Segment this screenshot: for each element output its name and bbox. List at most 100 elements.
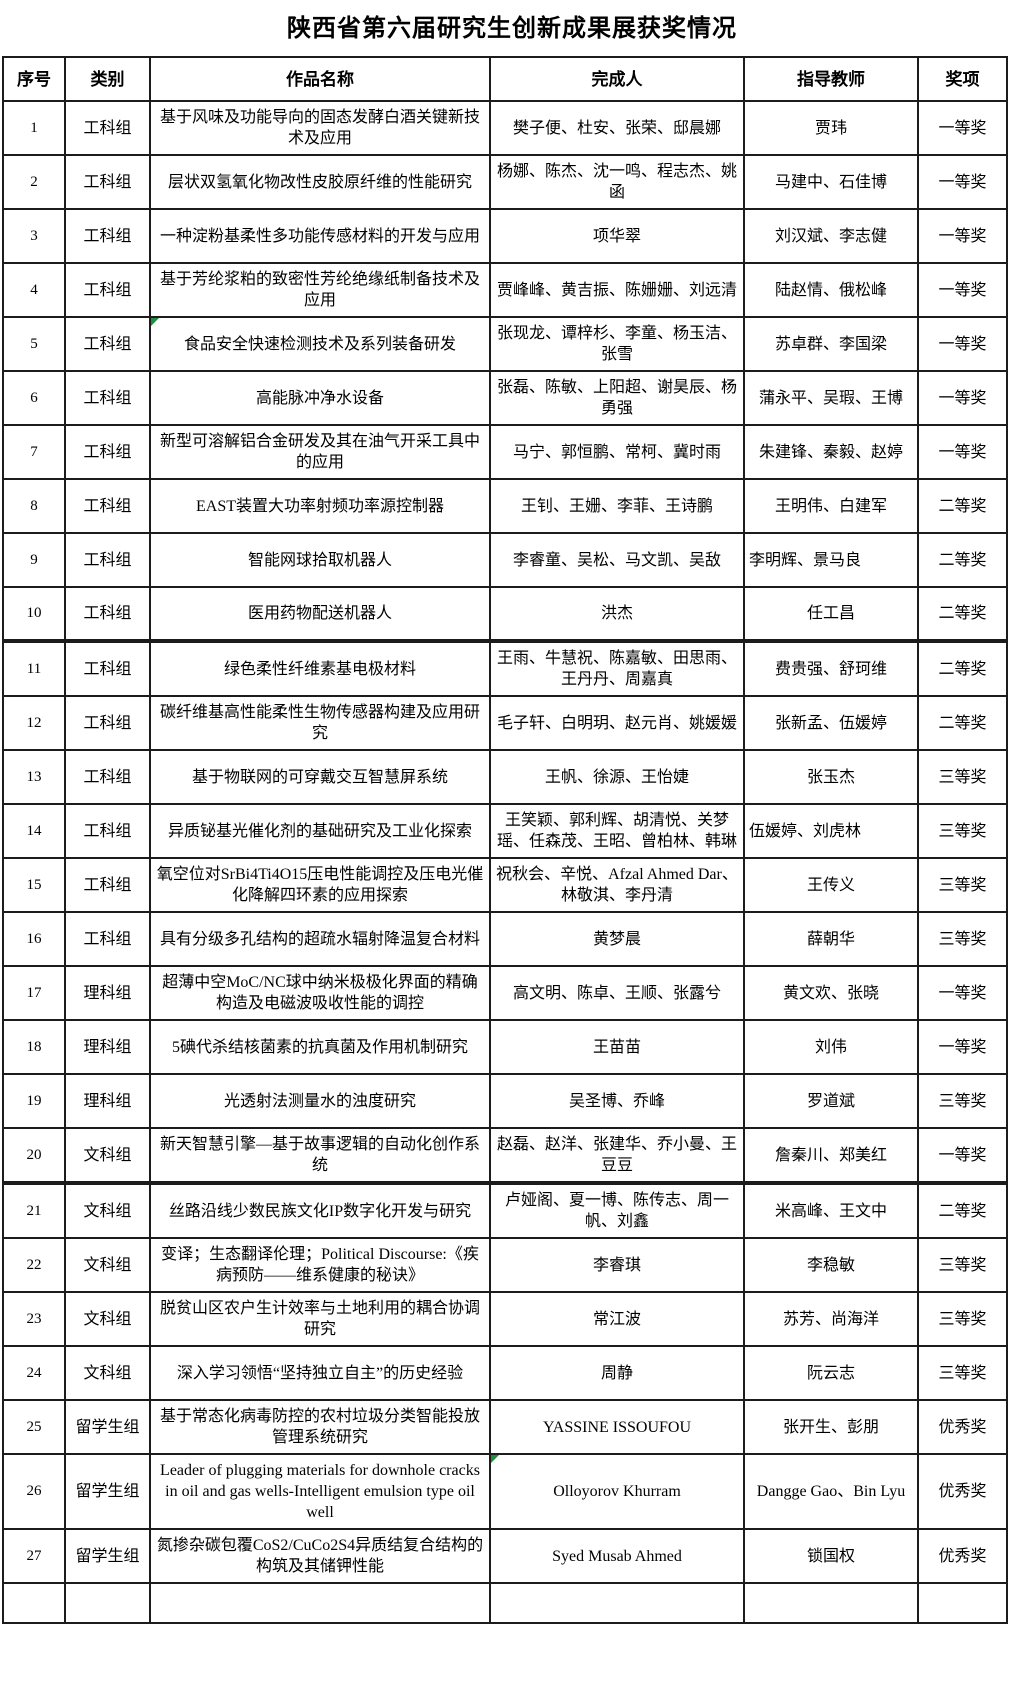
- cell-award: 一等奖: [917, 370, 1008, 426]
- cell-no: [2, 1582, 66, 1624]
- cell-award: 三等奖: [917, 1291, 1008, 1347]
- cell-work: 异质铋基光催化剂的基础研究及工业化探索: [149, 803, 491, 859]
- cell-advisors: 詹秦川、郑美红: [743, 1127, 919, 1184]
- cell-work: 超薄中空MoC/NC球中纳米极极化界面的精确构造及电磁波吸收性能的调控: [149, 965, 491, 1021]
- cell-advisors: 任工昌: [743, 586, 919, 642]
- page-title: 陕西省第六届研究生创新成果展获奖情况: [287, 16, 737, 42]
- cell-authors: 张磊、陈敏、上阳超、谢昊辰、杨勇强: [489, 370, 745, 426]
- cell-award: 二等奖: [917, 695, 1008, 751]
- cell-work: 碳纤维基高性能柔性生物传感器构建及应用研究: [149, 695, 491, 751]
- cell-category: 工科组: [64, 857, 151, 913]
- table-row: 16 工科组 具有分级多孔结构的超疏水辐射降温复合材料 黄梦晨 薛朝华 三等奖: [2, 911, 1008, 967]
- cell-work: 基于风味及功能导向的固态发酵白酒关键新技术及应用: [149, 100, 491, 156]
- cell-authors: Olloyorov Khurram: [489, 1453, 745, 1530]
- cell-category: [64, 1582, 151, 1624]
- cell-advisors: 贾玮: [743, 100, 919, 156]
- cell-advisors: 王明伟、白建军: [743, 478, 919, 534]
- cell-work: 高能脉冲净水设备: [149, 370, 491, 426]
- table-row: 4 工科组 基于芳纶浆粕的致密性芳纶绝缘纸制备技术及应用 贾峰峰、黄吉振、陈姗姗、刘远…: [2, 262, 1008, 318]
- table-row: 26 留学生组 Leader of plugging materials for d…: [2, 1453, 1008, 1530]
- header-cell-category: 类别: [64, 56, 151, 102]
- table-row: 18 理科组 5碘代杀结核菌素的抗真菌及作用机制研究 王苗苗 刘伟 一等奖: [2, 1019, 1008, 1075]
- cell-work: 5碘代杀结核菌素的抗真菌及作用机制研究: [149, 1019, 491, 1075]
- cell-work: Leader of plugging materials for downhol…: [149, 1453, 491, 1530]
- table-row: 5 工科组 食品安全快速检测技术及系列装备研发 张现龙、谭梓杉、李童、杨玉洁、张雪 苏卓…: [2, 316, 1008, 372]
- cell-advisors: 王传义: [743, 857, 919, 913]
- cell-advisors: Dangge Gao、Bin Lyu: [743, 1453, 919, 1530]
- table-row: 15 工科组 氧空位对SrBi4Ti4O15压电性能调控及压电光催化降解四环素的应用…: [2, 857, 1008, 913]
- cell-no: 15: [2, 857, 66, 913]
- cell-authors: 吴圣博、乔峰: [489, 1073, 745, 1129]
- cell-advisors: 李明辉、景马良: [743, 532, 919, 588]
- cell-advisors: 薛朝华: [743, 911, 919, 967]
- cell-award: 优秀奖: [917, 1399, 1008, 1455]
- table-row: 3 工科组 一种淀粉基柔性多功能传感材料的开发与应用 项华翠 刘汉斌、李志健 一等奖: [2, 208, 1008, 264]
- cell-work: [149, 1582, 491, 1624]
- cell-category: 文科组: [64, 1127, 151, 1184]
- cell-category: 工科组: [64, 532, 151, 588]
- cell-authors: 王雨、牛慧祝、陈嘉敏、田思雨、王丹丹、周嘉真: [489, 639, 745, 697]
- cell-award: 三等奖: [917, 857, 1008, 913]
- cell-category: 工科组: [64, 208, 151, 264]
- cell-advisors: 刘伟: [743, 1019, 919, 1075]
- table-row: 10 工科组 医用药物配送机器人 洪杰 任工昌 二等奖: [2, 586, 1008, 642]
- cell-category: 留学生组: [64, 1399, 151, 1455]
- cell-authors: 樊子便、杜安、张荣、邸晨娜: [489, 100, 745, 156]
- cell-advisors: [743, 1582, 919, 1624]
- table-row: 23 文科组 脱贫山区农户生计效率与土地利用的耦合协调研究 常江波 苏芳、尚海洋 三等奖: [2, 1291, 1008, 1347]
- cell-no: 26: [2, 1453, 66, 1530]
- cell-advisors: 张玉杰: [743, 749, 919, 805]
- cell-work: 食品安全快速检测技术及系列装备研发: [149, 316, 491, 372]
- cell-authors: 高文明、陈卓、王顺、张露兮: [489, 965, 745, 1021]
- cell-advisors: 费贵强、舒珂维: [743, 639, 919, 697]
- cell-no: 17: [2, 965, 66, 1021]
- cell-award: 三等奖: [917, 803, 1008, 859]
- cell-category: 工科组: [64, 586, 151, 642]
- cell-award: 二等奖: [917, 478, 1008, 534]
- partial-row: [2, 1582, 1008, 1624]
- cell-advisors: 罗道斌: [743, 1073, 919, 1129]
- cell-advisors: 锁国权: [743, 1528, 919, 1584]
- cell-authors: [489, 1582, 745, 1624]
- cell-authors: 祝秋会、辛悦、Afzal Ahmed Dar、林敬淇、李丹清: [489, 857, 745, 913]
- cell-authors: 马宁、郭恒鹏、常柯、冀时雨: [489, 424, 745, 480]
- cell-authors: 张现龙、谭梓杉、李童、杨玉洁、张雪: [489, 316, 745, 372]
- cell-no: 20: [2, 1127, 66, 1184]
- table-row: 19 理科组 光透射法测量水的浊度研究 吴圣博、乔峰 罗道斌 三等奖: [2, 1073, 1008, 1129]
- cell-category: 留学生组: [64, 1453, 151, 1530]
- table-row: 21 文科组 丝路沿线少数民族文化IP数字化开发与研究 卢娅阁、夏一博、陈传志、周一帆…: [2, 1181, 1008, 1239]
- cell-category: 工科组: [64, 695, 151, 751]
- cell-advisors: 张新孟、伍媛婷: [743, 695, 919, 751]
- cell-category: 留学生组: [64, 1528, 151, 1584]
- cell-award: 一等奖: [917, 965, 1008, 1021]
- header-row: 序号 类别 作品名称 完成人 指导教师 奖项: [2, 56, 1008, 102]
- cell-authors: 李睿童、吴松、马文凯、吴敌: [489, 532, 745, 588]
- table-row: 1 工科组 基于风味及功能导向的固态发酵白酒关键新技术及应用 樊子便、杜安、张荣、邸晨…: [2, 100, 1008, 156]
- cell-work: 基于物联网的可穿戴交互智慧屏系统: [149, 749, 491, 805]
- cell-work: 医用药物配送机器人: [149, 586, 491, 642]
- cell-award: 二等奖: [917, 1181, 1008, 1239]
- cell-work: 丝路沿线少数民族文化IP数字化开发与研究: [149, 1181, 491, 1239]
- cell-category: 工科组: [64, 316, 151, 372]
- table-row: 13 工科组 基于物联网的可穿戴交互智慧屏系统 王帆、徐源、王怡婕 张玉杰 三等奖: [2, 749, 1008, 805]
- cell-award: 三等奖: [917, 1073, 1008, 1129]
- table-row: 2 工科组 层状双氢氧化物改性皮胶原纤维的性能研究 杨娜、陈杰、沈一鸣、程志杰、姚函马…: [2, 154, 1008, 210]
- cell-award: 优秀奖: [917, 1528, 1008, 1584]
- table-row: 7 工科组 新型可溶解铝合金研发及其在油气开采工具中的应用 马宁、郭恒鹏、常柯、冀时雨…: [2, 424, 1008, 480]
- comment-marker-icon: [152, 319, 159, 326]
- cell-authors: Syed Musab Ahmed: [489, 1528, 745, 1584]
- cell-no: 24: [2, 1345, 66, 1401]
- cell-award: [917, 1582, 1008, 1624]
- cell-authors: 项华翠: [489, 208, 745, 264]
- cell-category: 工科组: [64, 370, 151, 426]
- cell-no: 13: [2, 749, 66, 805]
- cell-award: 二等奖: [917, 639, 1008, 697]
- cell-no: 16: [2, 911, 66, 967]
- cell-category: 文科组: [64, 1237, 151, 1293]
- cell-advisors: 黄文欢、张晓: [743, 965, 919, 1021]
- cell-no: 14: [2, 803, 66, 859]
- header-cell-award: 奖项: [917, 56, 1008, 102]
- cell-authors: 王苗苗: [489, 1019, 745, 1075]
- cell-category: 工科组: [64, 154, 151, 210]
- cell-no: 21: [2, 1181, 66, 1239]
